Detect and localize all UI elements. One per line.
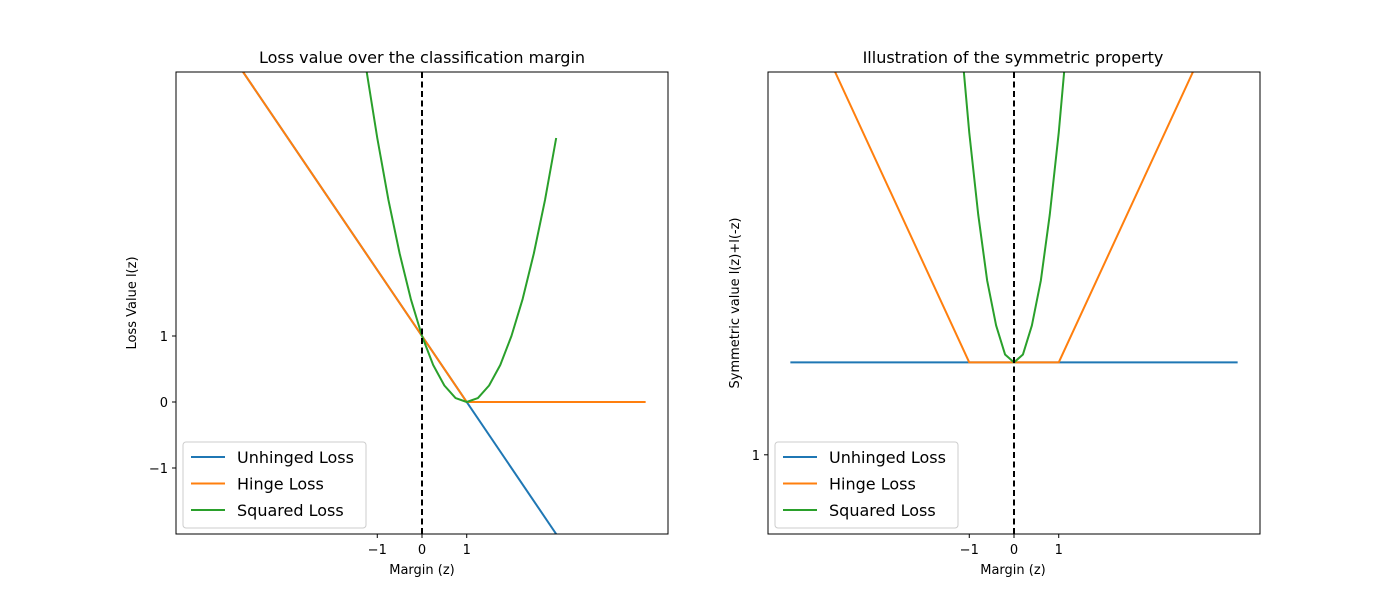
right-chart: Illustration of the symmetric property −… bbox=[728, 48, 1261, 578]
left-chart-y-tick-label: −1 bbox=[149, 462, 168, 477]
right-chart-legend-label: Unhinged Loss bbox=[829, 448, 946, 467]
left-chart-legend: Unhinged Loss Hinge Loss Squared Loss bbox=[182, 441, 367, 529]
left-chart-legend-label: Unhinged Loss bbox=[237, 448, 354, 467]
left-chart-series-squared-loss bbox=[365, 72, 558, 403]
right-chart-y-tick-label: 1 bbox=[752, 449, 760, 464]
left-chart-legend-label: Hinge Loss bbox=[237, 475, 324, 494]
left-chart-x-tick-label: 0 bbox=[418, 543, 426, 558]
right-chart-x-label: Margin (z) bbox=[980, 563, 1046, 578]
left-chart-y-tick-label: 1 bbox=[160, 330, 168, 345]
left-chart-x-label: Margin (z) bbox=[389, 563, 455, 578]
left-chart-title: Loss value over the classification margi… bbox=[259, 48, 585, 67]
right-chart-x-tick-label: 0 bbox=[1010, 543, 1018, 558]
left-chart-x-tick-label: −1 bbox=[368, 543, 387, 558]
right-chart-legend: Unhinged Loss Hinge Loss Squared Loss bbox=[774, 441, 959, 529]
left-chart-y-ticks: −1 0 1 bbox=[149, 330, 176, 477]
right-chart-y-label: Symmetric value l(z)+l(-z) bbox=[728, 218, 743, 389]
left-chart: Loss value over the classification margi… bbox=[125, 48, 669, 578]
right-chart-x-tick-label: 1 bbox=[1055, 543, 1063, 558]
left-chart-legend-box bbox=[182, 441, 367, 529]
right-chart-y-ticks: 1 bbox=[752, 449, 768, 464]
left-chart-y-tick-label: 0 bbox=[160, 396, 168, 411]
right-chart-plot-area bbox=[790, 72, 1238, 534]
right-chart-legend-box bbox=[774, 441, 959, 529]
right-chart-legend-label: Hinge Loss bbox=[829, 475, 916, 494]
left-chart-x-ticks: −1 0 1 bbox=[368, 534, 471, 558]
left-chart-x-tick-label: 1 bbox=[463, 543, 471, 558]
left-chart-legend-label: Squared Loss bbox=[237, 501, 344, 520]
left-chart-y-label: Loss Value l(z) bbox=[125, 256, 140, 349]
right-chart-legend-label: Squared Loss bbox=[829, 501, 936, 520]
right-chart-title: Illustration of the symmetric property bbox=[863, 48, 1164, 67]
right-chart-x-ticks: −1 0 1 bbox=[960, 534, 1063, 558]
right-chart-x-tick-label: −1 bbox=[960, 543, 979, 558]
left-chart-plot-area bbox=[241, 72, 646, 534]
